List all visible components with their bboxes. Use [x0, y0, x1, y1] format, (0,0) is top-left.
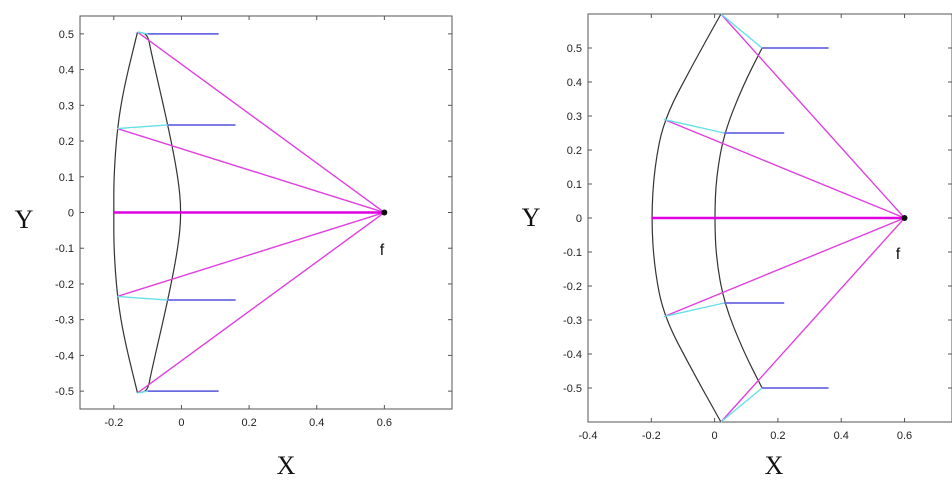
right-xtick-label: 0.2 — [770, 430, 785, 442]
right-ytick-label: 0.1 — [567, 179, 582, 191]
left-y-axis-label: Y — [15, 205, 34, 234]
left-ytick-label: 0.5 — [59, 29, 74, 41]
right-refracted-ray — [720, 387, 763, 423]
right-focused-ray — [720, 217, 906, 423]
right-ytick-label: -0.3 — [563, 315, 582, 327]
right-ytick-label: -0.1 — [563, 247, 582, 259]
left-focused-ray — [137, 31, 385, 214]
left-ytick-label: 0 — [68, 208, 74, 220]
right-focused-ray — [663, 118, 905, 219]
left-xtick-label: 0 — [178, 417, 184, 429]
left-refracted-ray — [137, 390, 148, 394]
right-y-axis-label: Y — [522, 203, 541, 232]
right-xtick-label: 0 — [712, 430, 718, 442]
left-ytick-label: 0.4 — [59, 65, 74, 77]
right-ytick-label: 0.2 — [567, 145, 582, 157]
left-refracted-ray — [137, 31, 148, 35]
right-focus-label: f — [896, 246, 901, 263]
right-focused-ray — [663, 217, 905, 318]
left-x-axis-label: X — [277, 451, 296, 480]
left-focused-ray — [116, 211, 385, 298]
left-refracted-ray — [117, 295, 168, 301]
left-xtick-label: -0.2 — [104, 417, 123, 429]
left-lens-surface — [137, 31, 182, 394]
right-ytick-label: -0.4 — [563, 349, 582, 361]
right-refracted-ray — [663, 118, 725, 134]
right-lens-surface — [714, 47, 763, 389]
left-xtick-label: 0.4 — [309, 417, 324, 429]
left-xtick-label: 0.6 — [377, 417, 392, 429]
right-ytick-label: 0.3 — [567, 111, 582, 123]
left-focus-point — [381, 209, 388, 216]
left-ytick-label: -0.5 — [55, 386, 74, 398]
right-refracted-ray — [663, 302, 725, 318]
left-ytick-label: 0.3 — [59, 100, 74, 112]
left-panel: Y X f -0.2 0 0.2 0.4 0.6 0.5 0.4 0.3 0.2 0.1 0 -0.1… — [15, 15, 453, 480]
left-ytick-label: -0.2 — [55, 279, 74, 291]
left-ytick-label: 0.2 — [59, 136, 74, 148]
right-xtick-label: -0.2 — [642, 430, 661, 442]
left-ytick-label: -0.3 — [55, 315, 74, 327]
left-ytick-label: 0.1 — [59, 172, 74, 184]
left-focused-ray — [137, 211, 385, 394]
right-ytick-label: -0.2 — [563, 281, 582, 293]
right-xtick-label: 0.6 — [897, 430, 912, 442]
left-lens-surface — [113, 31, 139, 394]
right-panel: Y X f -0.4 -0.2 0 0.2 0.4 0.6 0.5 0.4 0.3 0.2 0.1 0… — [522, 13, 952, 480]
left-focus-label: f — [380, 242, 385, 259]
right-ytick-label: 0.5 — [567, 43, 582, 55]
left-focused-ray — [116, 127, 385, 214]
right-x-axis-label: X — [765, 451, 784, 480]
right-xtick-label: 0.4 — [834, 430, 849, 442]
right-lens-surface — [651, 13, 722, 423]
right-focused-ray — [720, 13, 906, 219]
left-ytick-label: -0.1 — [55, 243, 74, 255]
right-focus-point — [901, 215, 908, 221]
right-xtick-label: -0.4 — [579, 430, 598, 442]
right-ytick-label: 0.4 — [567, 77, 582, 89]
right-ytick-label: -0.5 — [563, 383, 582, 395]
right-ytick-label: 0 — [576, 213, 582, 225]
left-refracted-ray — [117, 124, 168, 130]
left-ytick-label: -0.4 — [55, 350, 74, 362]
left-xtick-label: 0.2 — [241, 417, 256, 429]
right-refracted-ray — [720, 13, 763, 49]
